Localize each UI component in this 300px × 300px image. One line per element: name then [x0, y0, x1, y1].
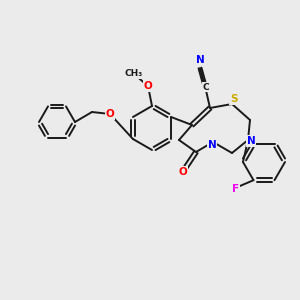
Text: O: O	[144, 81, 152, 91]
Text: C: C	[203, 82, 209, 91]
Text: O: O	[178, 167, 188, 177]
Text: O: O	[106, 109, 114, 119]
Text: N: N	[196, 55, 204, 65]
Text: N: N	[247, 136, 255, 146]
Text: CH₃: CH₃	[125, 70, 143, 79]
Text: S: S	[230, 94, 238, 104]
Text: N: N	[208, 140, 216, 150]
Text: F: F	[232, 184, 239, 194]
